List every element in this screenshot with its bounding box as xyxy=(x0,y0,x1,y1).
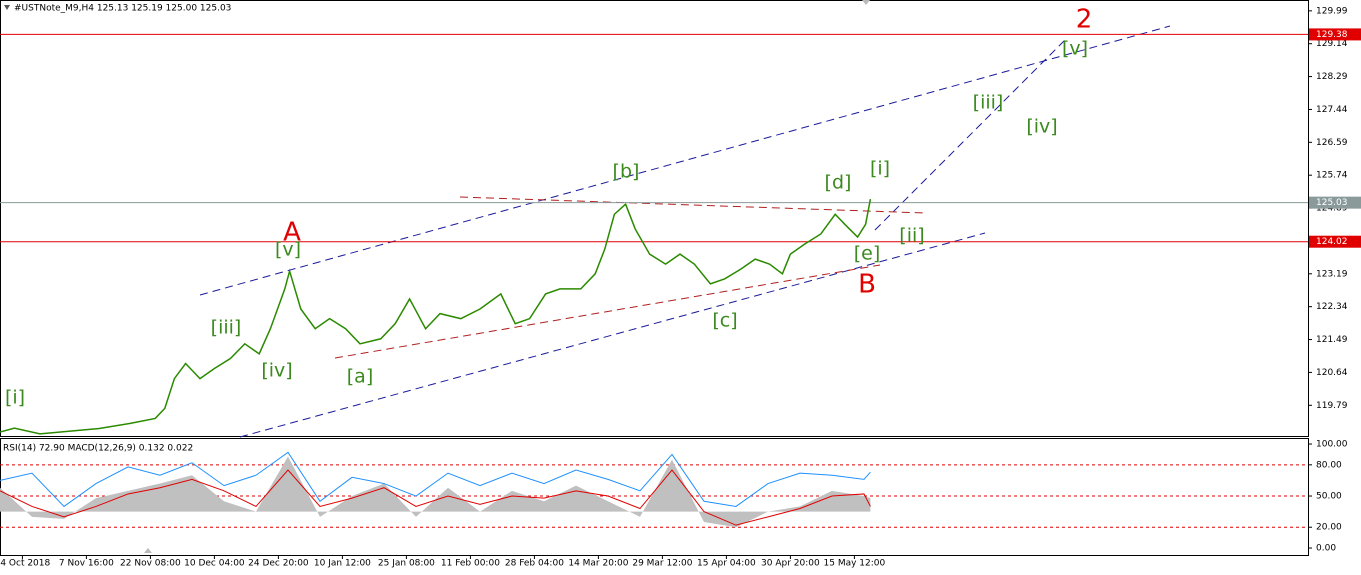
y-tick-label: 122.34 xyxy=(1316,302,1348,312)
y-tick-label: 129.14 xyxy=(1316,39,1348,49)
wave-label: [v] xyxy=(275,239,301,261)
marker xyxy=(862,0,870,5)
x-tick-label: 15 May 12:00 xyxy=(824,559,886,569)
y-tick-label: 100.00 xyxy=(1316,440,1348,450)
marker xyxy=(144,548,152,553)
x-tick-label: 24 Oct 2018 xyxy=(0,559,50,569)
indicator-title: RSI(14) 72.90 MACD(12,26,9) 0.132 0.022 xyxy=(3,444,193,454)
y-tick-label: 0.00 xyxy=(1316,544,1336,554)
wave-label: [iv] xyxy=(261,360,292,382)
x-tick-label: 24 Dec 20:00 xyxy=(248,559,309,569)
indicator-line xyxy=(0,451,871,508)
channel-line xyxy=(239,232,986,438)
main-panel-frame xyxy=(0,0,1309,437)
wave-label: [a] xyxy=(347,366,373,388)
wave-label: [ii] xyxy=(899,225,924,247)
x-tick-label: 29 Mar 12:00 xyxy=(632,559,692,569)
y-tick-label: 125.74 xyxy=(1316,171,1348,181)
header-icon xyxy=(4,5,10,10)
level-label-box xyxy=(1309,196,1361,209)
level-label-box xyxy=(1309,28,1361,41)
wave-label: [iii] xyxy=(973,92,1004,114)
y-tick-label: 119.79 xyxy=(1316,401,1348,411)
x-tick-label: 7 Nov 16:00 xyxy=(59,559,114,569)
y-tick-label: 120.64 xyxy=(1316,368,1348,378)
y-tick-label: 126.59 xyxy=(1316,138,1348,148)
wave-label: [i] xyxy=(5,387,25,409)
y-tick-label: 129.99 xyxy=(1316,6,1348,16)
price-line xyxy=(0,199,872,435)
x-tick-label: 11 Feb 00:00 xyxy=(441,559,500,569)
channel-line xyxy=(199,25,1171,296)
x-tick-label: 28 Feb 04:00 xyxy=(505,559,564,569)
wave-drawings xyxy=(199,25,1171,438)
y-tick-label: 123.19 xyxy=(1316,269,1348,279)
wave-label: [d] xyxy=(825,172,852,194)
y-tick-label: 50.00 xyxy=(1316,492,1342,502)
wave-label: [c] xyxy=(712,310,737,332)
level-label: 129.38 xyxy=(1316,30,1348,40)
y-tick-label: 127.44 xyxy=(1316,105,1348,115)
y-tick-label: 121.49 xyxy=(1316,335,1348,345)
y-tick-label: 128.29 xyxy=(1316,72,1348,82)
projection-line xyxy=(874,39,1066,231)
wave-label: [iii] xyxy=(211,317,242,339)
wave-label: [i] xyxy=(870,158,890,180)
wave-label: [e] xyxy=(854,243,881,265)
triangle-line xyxy=(334,264,881,359)
x-tick-label: 15 Apr 04:00 xyxy=(697,559,756,569)
x-tick-label: 14 Mar 20:00 xyxy=(568,559,628,569)
x-tick-label: 30 Apr 20:00 xyxy=(761,559,820,569)
indicator-line xyxy=(0,469,871,526)
y-tick-label: 80.00 xyxy=(1316,460,1342,470)
y-tick-label: 20.00 xyxy=(1316,523,1342,533)
wave-label: 2 xyxy=(1076,5,1093,35)
x-tick-label: 10 Jan 12:00 xyxy=(314,559,371,569)
wave-label: [iv] xyxy=(1026,116,1057,138)
header-text: #USTNote_M9,H4 125.13 125.19 125.00 125.… xyxy=(14,4,231,14)
wave-label: A xyxy=(283,218,301,248)
level-label: 125.03 xyxy=(1316,198,1348,208)
level-label: 124.02 xyxy=(1316,237,1348,247)
macd-area xyxy=(0,456,871,528)
wave-label: B xyxy=(858,270,876,300)
level-label-box xyxy=(1309,235,1361,248)
x-tick-label: 22 Nov 08:00 xyxy=(120,559,181,569)
wave-label: [b] xyxy=(613,161,640,183)
x-tick-label: 25 Jan 08:00 xyxy=(378,559,435,569)
wave-label: [v] xyxy=(1062,38,1088,60)
x-tick-label: 10 Dec 04:00 xyxy=(184,559,245,569)
